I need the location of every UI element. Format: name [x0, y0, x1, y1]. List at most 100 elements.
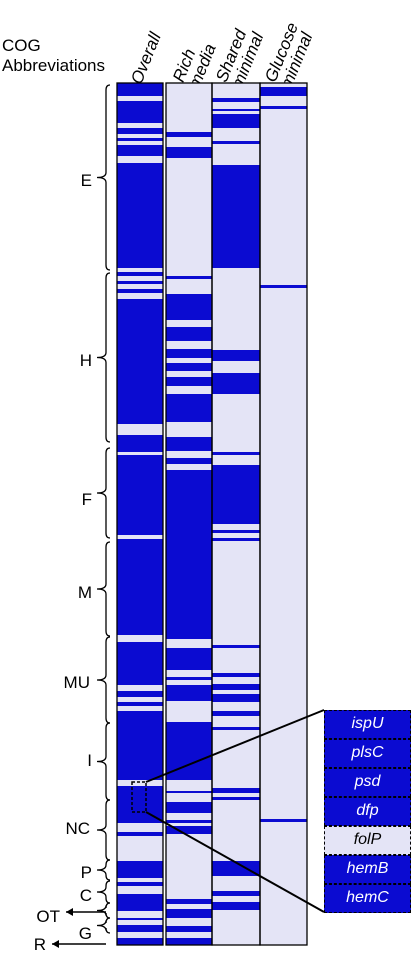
- cog-brace: [96, 84, 111, 271]
- cog-label-f: F: [81, 490, 92, 509]
- presence-bar: [166, 820, 212, 823]
- presence-bar: [166, 926, 212, 932]
- gene-dfp: dfp: [324, 797, 411, 826]
- arrowhead-ot: [66, 908, 73, 916]
- zoom-line-top: [145, 709, 325, 783]
- presence-bar: [117, 539, 163, 635]
- presence-bar: [166, 685, 212, 701]
- gene-folP: folP: [324, 826, 411, 855]
- presence-bar: [117, 289, 163, 293]
- presence-bar: [166, 458, 212, 464]
- presence-bar: [166, 909, 212, 918]
- presence-bar: [117, 938, 163, 945]
- presence-bar: [212, 673, 260, 677]
- presence-bar: [212, 684, 260, 690]
- presence-bar: [166, 132, 212, 137]
- column-background: [260, 83, 307, 945]
- cog-label-ot: OT: [36, 907, 60, 926]
- cog-brace: [96, 917, 111, 934]
- gene-ispU: ispU: [324, 710, 411, 739]
- presence-bar: [212, 141, 260, 144]
- presence-bar: [212, 891, 260, 896]
- presence-bar: [117, 711, 163, 780]
- presence-bar: [117, 642, 163, 685]
- presence-bar: [212, 165, 260, 268]
- presence-bar: [117, 101, 163, 123]
- presence-bar: [117, 128, 163, 134]
- column-border: [116, 82, 164, 946]
- presence-bar: [260, 87, 307, 96]
- cog-braces: [52, 84, 111, 948]
- presence-bar: [166, 938, 212, 945]
- cog-brace: [96, 447, 111, 539]
- presence-bar: [212, 861, 260, 876]
- cog-label-nc: NC: [65, 819, 90, 838]
- arrowhead-r: [52, 940, 59, 948]
- heading-cog: COG: [2, 36, 41, 55]
- cog-brace: [96, 541, 111, 637]
- gene-hemC: hemC: [324, 884, 411, 913]
- presence-bar: [117, 861, 163, 878]
- column-borders: [116, 82, 308, 946]
- presence-bar: [212, 727, 260, 730]
- presence-bar: [117, 163, 163, 268]
- presence-bar: [166, 437, 212, 451]
- presence-bar: [117, 918, 163, 920]
- presence-bar: [117, 455, 163, 535]
- presence-bar: [212, 902, 260, 910]
- presence-bar: [260, 106, 307, 109]
- presence-bar: [166, 294, 212, 320]
- presence-bar: [212, 694, 260, 702]
- zoom-region-box: [131, 781, 147, 813]
- presence-bar: [212, 98, 260, 102]
- presence-bar: [212, 711, 260, 716]
- zoom-callout: [131, 709, 325, 913]
- presence-bar: [166, 327, 212, 341]
- presence-bar: [212, 114, 260, 128]
- cog-brace: [96, 272, 111, 443]
- column-border: [259, 82, 308, 946]
- presence-bar: [117, 702, 163, 706]
- presence-bar: [212, 109, 260, 111]
- presence-bars: [117, 83, 307, 945]
- presence-bar: [117, 272, 163, 276]
- presence-bar: [117, 281, 163, 284]
- presence-bar: [212, 645, 260, 648]
- presence-bar: [117, 138, 163, 141]
- cog-brace: [96, 799, 111, 861]
- presence-bar: [166, 394, 212, 422]
- presence-bar: [117, 882, 163, 886]
- presence-bar: [212, 465, 260, 524]
- presence-bar: [166, 276, 212, 279]
- presence-bar: [117, 832, 163, 836]
- presence-bar: [212, 538, 260, 541]
- cog-brace: [96, 859, 111, 881]
- cog-label-h: H: [79, 351, 92, 370]
- cog-label-r: R: [33, 935, 46, 954]
- heading-abbreviations: Abbreviations: [2, 56, 106, 75]
- presence-bar: [166, 802, 212, 813]
- presence-bar: [260, 285, 307, 288]
- cog-brace: [96, 902, 111, 919]
- presence-bar: [260, 819, 307, 822]
- zoom-line-bottom: [145, 811, 325, 913]
- presence-bar: [212, 797, 260, 800]
- presence-bar: [117, 435, 163, 452]
- cog-label-m: M: [77, 583, 92, 602]
- presence-bar: [117, 691, 163, 697]
- cog-brace: [96, 722, 111, 801]
- cog-label-mu: MU: [63, 673, 90, 692]
- cog-label-i: I: [87, 751, 92, 770]
- presence-bar: [117, 83, 163, 96]
- presence-bar: [166, 377, 212, 386]
- presence-bar: [117, 299, 163, 424]
- cog-label-e: E: [80, 171, 92, 190]
- presence-bar: [166, 677, 212, 680]
- cog-brace: [96, 880, 111, 904]
- cog-label-p: P: [80, 863, 92, 882]
- cog-label-c: C: [79, 886, 92, 905]
- presence-bar: [166, 791, 212, 793]
- cog-label-g: G: [78, 924, 92, 943]
- presence-bar: [212, 452, 260, 455]
